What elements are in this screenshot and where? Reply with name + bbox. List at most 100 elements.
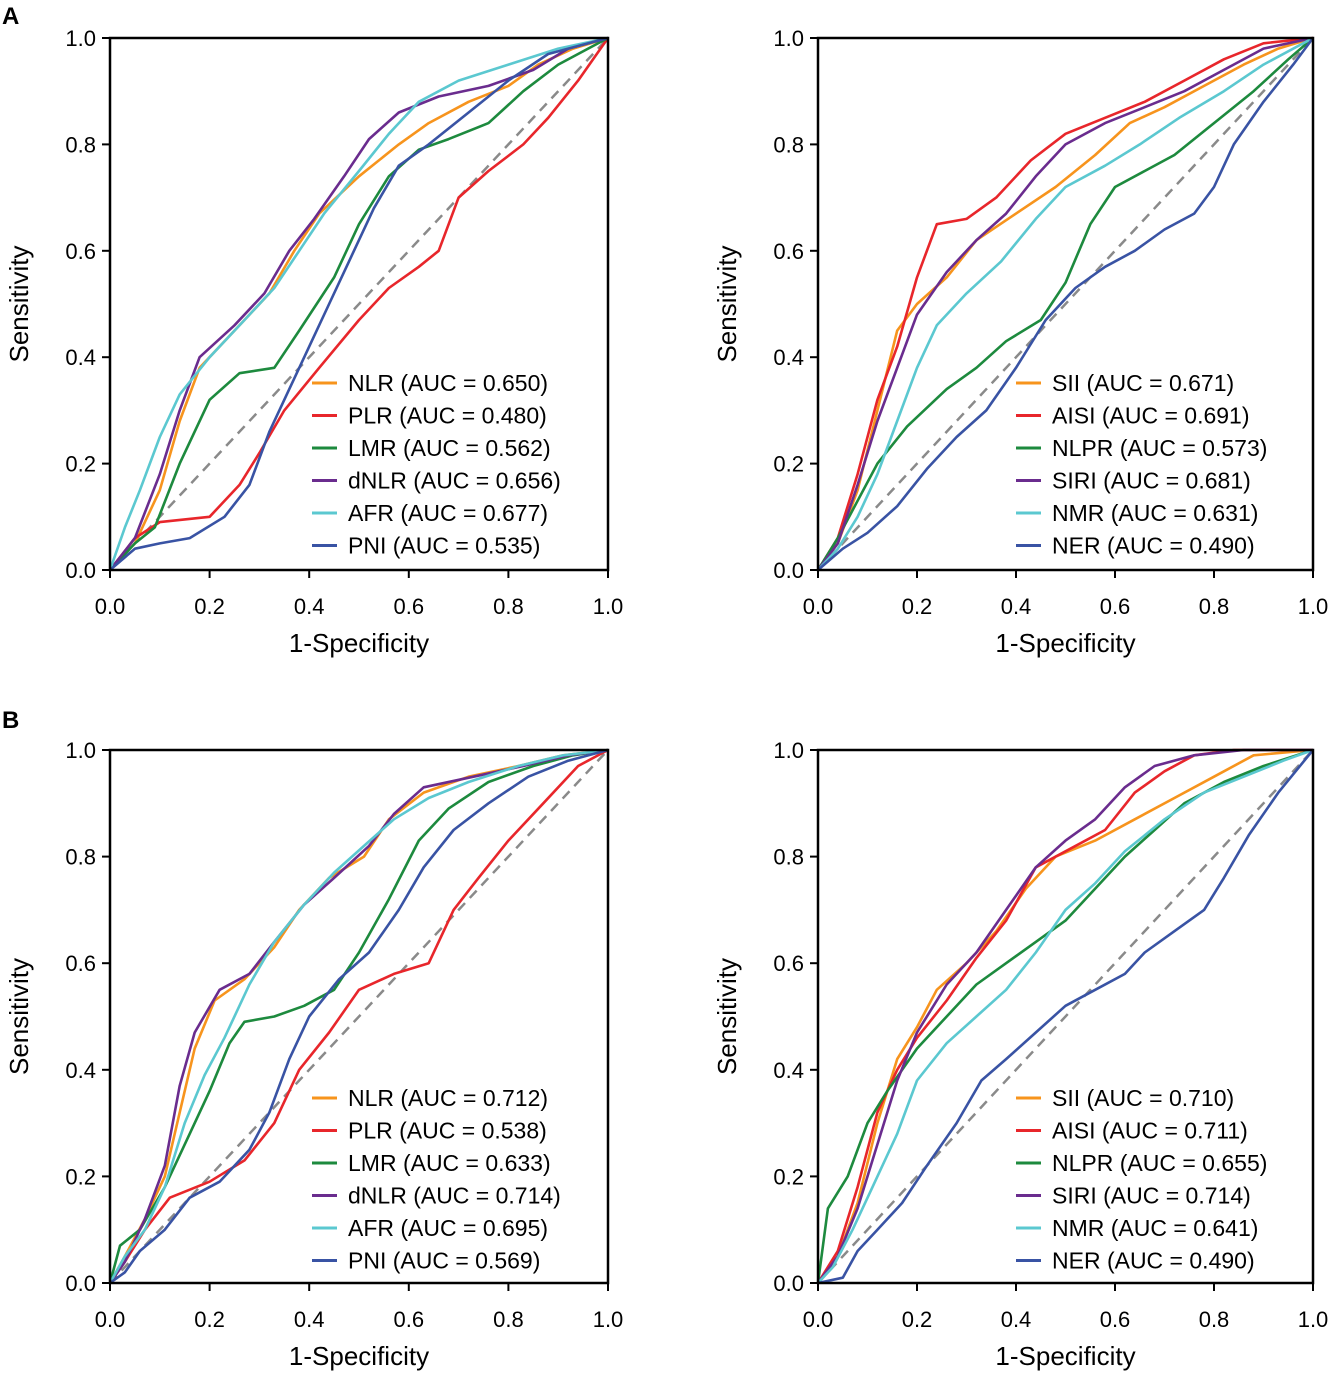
roc-curve-plr <box>108 37 610 571</box>
roc-chart-3: 0.0 0.2 0.4 0.6 0.8 1.0 0.0 0.2 0.4 0.6 0.8 1.0 1-Sp… <box>4 738 623 1371</box>
roc-curve-siri <box>816 748 1313 1284</box>
legend-label-aisi: AISI (AUC = 0.711) <box>1052 1118 1248 1144</box>
legend-label-afr: AFR (AUC = 0.695) <box>348 1215 548 1241</box>
roc-curve-pni <box>109 748 609 1285</box>
x-tick-label: 0.2 <box>194 594 225 619</box>
legend-label-sii: SII (AUC = 0.710) <box>1052 1085 1234 1111</box>
roc-curve-aisi <box>816 36 1314 571</box>
roc-curve-siri <box>816 36 1314 571</box>
y-tick-label: 0.4 <box>65 1058 96 1083</box>
x-tick-label: 0.8 <box>1199 594 1230 619</box>
legend-label-ner: NER (AUC = 0.490) <box>1052 1248 1255 1274</box>
x-axis-title: 1-Specificity <box>289 628 429 658</box>
roc-chart-1: 0.0 0.2 0.4 0.6 0.8 1.0 0.0 0.2 0.4 0.6 0.8 1.0 1-Sp… <box>4 26 623 658</box>
y-tick-label: 0.4 <box>65 345 96 370</box>
y-axis-title: Sensitivity <box>4 245 34 362</box>
roc-curve-ner <box>817 37 1315 571</box>
reference-diagonal-line <box>109 37 609 571</box>
plot-frame <box>108 748 610 1285</box>
plot-frame <box>816 748 1315 1285</box>
x-tick-label: 0.0 <box>803 594 834 619</box>
y-tick-label: 1.0 <box>65 26 96 51</box>
plot-frame <box>816 36 1315 572</box>
x-tick-label: 0.6 <box>1100 1307 1131 1332</box>
legend-label-siri: SIRI (AUC = 0.681) <box>1052 468 1251 494</box>
roc-curve-nmr <box>817 748 1314 1284</box>
y-tick-label: 0.2 <box>773 1164 804 1189</box>
y-tick-label: 0.0 <box>65 1271 96 1296</box>
y-tick-label: 0.6 <box>65 951 96 976</box>
x-tick-label: 0.8 <box>493 594 524 619</box>
x-tick-label: 0.2 <box>902 1307 933 1332</box>
legend-label-ner: NER (AUC = 0.490) <box>1052 533 1255 559</box>
x-tick-label: 0.4 <box>294 594 325 619</box>
y-tick-label: 1.0 <box>773 738 804 763</box>
legend-label-dnlr: dNLR (AUC = 0.656) <box>348 468 561 494</box>
x-tick-label: 0.8 <box>1199 1307 1230 1332</box>
legend-label-siri: SIRI (AUC = 0.714) <box>1052 1183 1251 1209</box>
y-tick-label: 1.0 <box>65 738 96 763</box>
y-tick-label: 0.4 <box>773 1058 804 1083</box>
y-tick-label: 0.0 <box>773 558 804 583</box>
y-tick-label: 0.2 <box>773 452 804 477</box>
y-tick-label: 0.6 <box>65 239 96 264</box>
legend: NLR (AUC = 0.650) PLR (AUC = 0.480) LMR (A… <box>312 370 561 559</box>
x-axis-title: 1-Specificity <box>289 1341 429 1371</box>
legend-label-plr: PLR (AUC = 0.480) <box>348 403 547 429</box>
y-tick-label: 0.8 <box>773 845 804 870</box>
roc-curve-plr <box>108 748 609 1284</box>
legend-label-nlpr: NLPR (AUC = 0.655) <box>1052 1150 1267 1176</box>
roc-chart-2: 0.0 0.2 0.4 0.6 0.8 1.0 0.0 0.2 0.4 0.6 0.8 1.0 1-Sp… <box>712 26 1328 658</box>
x-tick-label: 0.2 <box>194 1307 225 1332</box>
legend-label-nlr: NLR (AUC = 0.712) <box>348 1085 548 1111</box>
x-tick-label: 1.0 <box>1298 1307 1329 1332</box>
y-tick-label: 0.6 <box>773 239 804 264</box>
x-tick-label: 1.0 <box>1298 594 1329 619</box>
reference-diagonal-line <box>817 749 1314 1284</box>
roc-curve-lmr <box>109 36 609 571</box>
legend-label-nlr: NLR (AUC = 0.650) <box>348 370 548 396</box>
roc-curve-ner <box>817 749 1315 1285</box>
reference-diagonal-line <box>817 37 1314 571</box>
x-tick-label: 0.4 <box>1001 1307 1032 1332</box>
reference-diagonal-line <box>109 749 609 1284</box>
panel-label-b: B <box>2 707 19 734</box>
legend-label-afr: AFR (AUC = 0.677) <box>348 500 548 526</box>
legend: SII (AUC = 0.710) AISI (AUC = 0.711) NLPR … <box>1016 1085 1267 1274</box>
plot-frame <box>108 36 610 572</box>
legend-label-dnlr: dNLR (AUC = 0.714) <box>348 1183 561 1209</box>
x-tick-label: 0.8 <box>493 1307 524 1332</box>
legend-label-pni: PNI (AUC = 0.535) <box>348 533 540 559</box>
y-tick-label: 0.6 <box>773 951 804 976</box>
legend-label-lmr: LMR (AUC = 0.633) <box>348 1150 551 1176</box>
legend-label-pni: PNI (AUC = 0.569) <box>348 1248 540 1274</box>
y-tick-label: 0.8 <box>65 845 96 870</box>
x-axis-title: 1-Specificity <box>995 1341 1135 1371</box>
legend-label-sii: SII (AUC = 0.671) <box>1052 370 1234 396</box>
y-tick-label: 1.0 <box>773 26 804 51</box>
y-tick-label: 0.2 <box>65 1164 96 1189</box>
x-tick-label: 0.6 <box>394 1307 425 1332</box>
roc-curve-sii <box>816 36 1314 571</box>
legend: SII (AUC = 0.671) AISI (AUC = 0.691) NLPR … <box>1016 370 1267 559</box>
legend-label-nmr: NMR (AUC = 0.631) <box>1052 500 1258 526</box>
y-tick-label: 0.4 <box>773 345 804 370</box>
roc-curve-nlpr <box>816 748 1314 1284</box>
x-tick-label: 0.4 <box>294 1307 325 1332</box>
roc-curve-nmr <box>817 36 1314 571</box>
y-tick-label: 0.8 <box>65 132 96 157</box>
y-axis-title: Sensitivity <box>712 958 742 1075</box>
y-tick-label: 0.8 <box>773 132 804 157</box>
x-tick-label: 0.0 <box>95 1307 126 1332</box>
x-tick-label: 1.0 <box>593 1307 624 1332</box>
x-tick-label: 0.0 <box>803 1307 834 1332</box>
y-tick-label: 0.0 <box>773 1271 804 1296</box>
y-tick-label: 0.0 <box>65 558 96 583</box>
y-axis-title: Sensitivity <box>4 958 34 1075</box>
x-tick-label: 0.4 <box>1001 594 1032 619</box>
y-axis-title: Sensitivity <box>712 245 742 362</box>
x-tick-label: 1.0 <box>593 594 624 619</box>
legend: NLR (AUC = 0.712) PLR (AUC = 0.538) LMR (A… <box>312 1085 561 1274</box>
legend-label-lmr: LMR (AUC = 0.562) <box>348 435 551 461</box>
legend-label-nlpr: NLPR (AUC = 0.573) <box>1052 435 1267 461</box>
